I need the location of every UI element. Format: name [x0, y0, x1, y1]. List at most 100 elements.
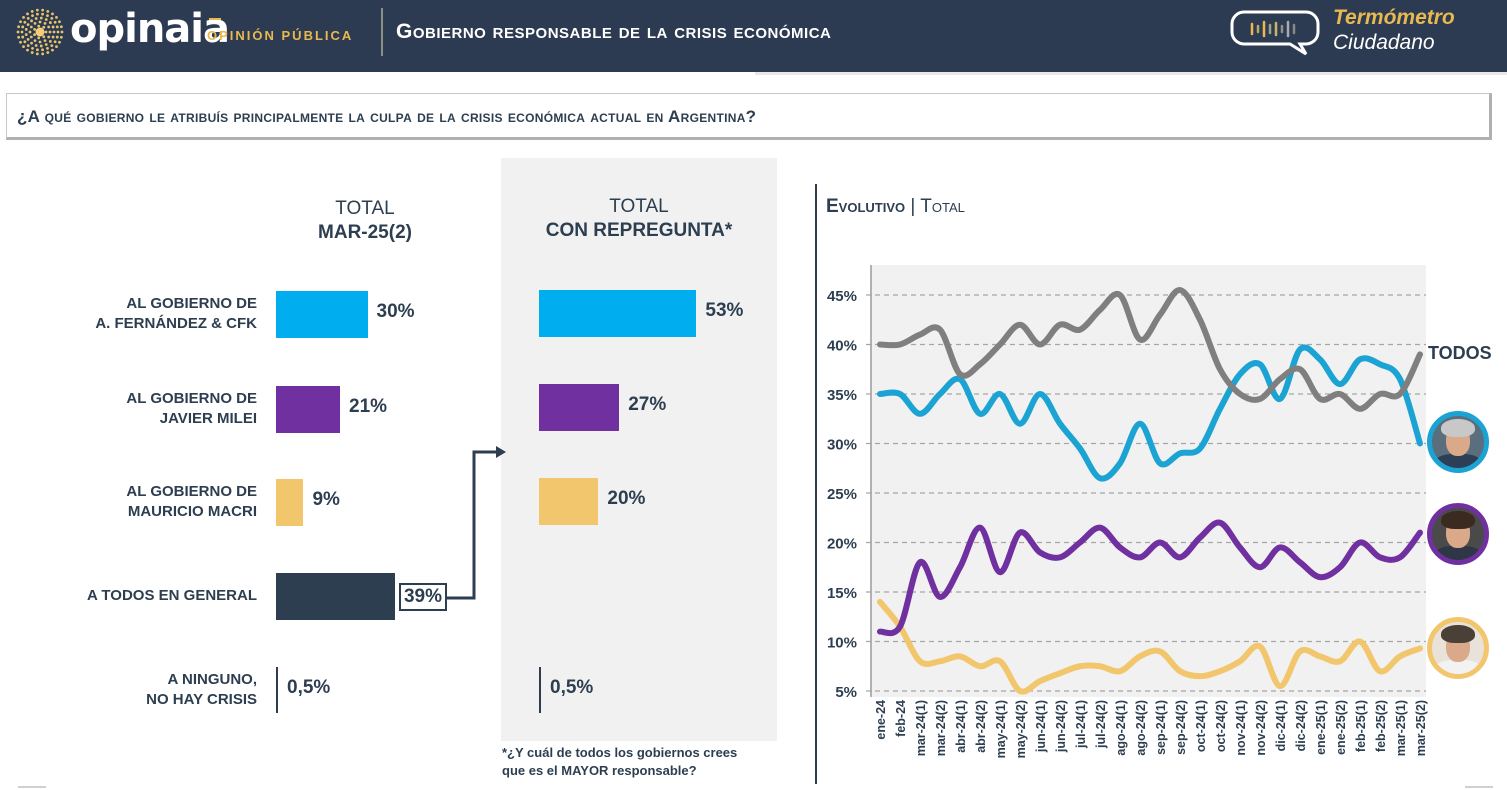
- category-label-line: A NINGUNO,: [167, 671, 257, 688]
- total-header-line2: MAR-25(2): [318, 222, 412, 243]
- series-label-todos: TODOS: [1428, 343, 1492, 363]
- dotted-sun-logo-icon: [16, 8, 64, 56]
- x-tick-label: jun-24(2): [1054, 700, 1068, 753]
- footnote-line2: que es el MAYOR responsable?: [502, 763, 697, 778]
- header: opinaia OPINIÓN PÚBLICA Gobierno respons…: [0, 0, 1507, 72]
- total-header-line1: TOTAL: [335, 198, 395, 219]
- bar-todos: [276, 573, 395, 620]
- header-divider: [381, 8, 383, 56]
- x-tick-label: jul-24(2): [1094, 700, 1108, 749]
- x-tick-label: feb-25(2): [1374, 700, 1388, 752]
- bar-macri: [276, 479, 304, 526]
- x-tick-label: nov-24(2): [1254, 700, 1268, 756]
- category-label-line: AL GOBIERNO DE: [126, 295, 257, 312]
- page-corner-mark-left: [18, 786, 46, 788]
- y-tick-label: 10%: [827, 635, 857, 652]
- question-banner: ¿A qué gobierno le atribuís principalmen…: [6, 93, 1492, 140]
- x-tick-label: abr-24(1): [954, 700, 968, 753]
- product-name-line1: Termómetro: [1333, 6, 1455, 29]
- repregunta-value-label: 20%: [607, 488, 646, 509]
- x-tick-label: feb-25(1): [1354, 700, 1368, 752]
- category-label-line: NO HAY CRISIS: [146, 691, 257, 708]
- avatar-macri: [1427, 617, 1489, 679]
- evolutivo-title: Evolutivo | Total: [826, 196, 965, 218]
- connector-arrow-icon: [446, 446, 506, 600]
- x-tick-label: mar-25(2): [1414, 700, 1428, 756]
- repregunta-panel: [501, 158, 777, 741]
- repregunta-bar-fernandez: [539, 290, 697, 337]
- x-tick-label: nov-24(1): [1234, 700, 1248, 756]
- x-tick-label: mar-25(1): [1394, 700, 1408, 756]
- repregunta-header-line2: CON REPREGUNTA*: [545, 220, 733, 241]
- bar-value-label: 9%: [312, 489, 340, 510]
- x-tick-label: ago-24(2): [1134, 700, 1148, 756]
- x-tick-label: jun-24(1): [1034, 700, 1048, 753]
- repregunta-header-line1: TOTAL: [609, 196, 669, 217]
- bar-value-label: 0,5%: [287, 677, 331, 698]
- y-tick-label: 30%: [827, 437, 857, 454]
- avatar-milei: [1427, 503, 1489, 565]
- evolutivo-title-sep: |: [910, 196, 916, 217]
- category-label: A TODOS EN GENERAL: [87, 586, 257, 606]
- y-tick-label: 40%: [827, 338, 857, 355]
- repregunta-value-label: 27%: [628, 394, 667, 415]
- category-label: AL GOBIERNO DE A. FERNÁNDEZ & CFK: [95, 294, 257, 334]
- bar-milei: [276, 386, 341, 433]
- category-label: A NINGUNO, NO HAY CRISIS: [146, 670, 257, 710]
- y-tick-label: 20%: [827, 536, 857, 553]
- x-tick-label: oct-24(2): [1214, 700, 1228, 752]
- page-corner-mark-right: [1465, 786, 1493, 788]
- category-label-line: MAURICIO MACRI: [127, 503, 257, 520]
- category-label-line: A. FERNÁNDEZ & CFK: [95, 315, 257, 332]
- total-column-header: TOTAL MAR-25(2): [290, 198, 440, 244]
- repregunta-bar-milei: [539, 384, 620, 431]
- x-tick-label: dic-24(1): [1274, 700, 1288, 751]
- repregunta-value-label: 53%: [705, 300, 744, 321]
- evolutivo-divider: [815, 184, 817, 784]
- y-tick-label: 35%: [827, 387, 857, 404]
- repregunta-bar-ninguno: [539, 667, 541, 713]
- x-tick-label: ene-25(1): [1314, 700, 1328, 755]
- brand-subtitle: OPINIÓN PÚBLICA: [207, 18, 353, 43]
- product-name-line2: Ciudadano: [1333, 31, 1435, 54]
- category-label-line: JAVIER MILEI: [159, 410, 257, 427]
- y-tick-label: 5%: [835, 684, 857, 701]
- repregunta-column-header: TOTAL CON REPREGUNTA*: [501, 196, 777, 242]
- bar-value-label: 21%: [349, 396, 388, 417]
- x-tick-label: may-24(1): [994, 700, 1008, 758]
- header-underline: [755, 72, 1507, 75]
- page-title: Gobierno responsable de la crisis económ…: [396, 20, 832, 43]
- evolutivo-title-rest: Total: [920, 196, 965, 217]
- category-label: AL GOBIERNO DE MAURICIO MACRI: [126, 482, 257, 522]
- category-label-line: AL GOBIERNO DE: [126, 390, 257, 407]
- y-tick-label: 15%: [827, 585, 857, 602]
- bar-ninguno: [276, 667, 278, 713]
- bar-value-label: 30%: [376, 301, 415, 322]
- footnote-line1: *¿Y cuál de todos los gobiernos crees: [502, 745, 738, 760]
- x-tick-label: feb-24: [894, 700, 908, 737]
- x-tick-label: ene-25(2): [1334, 700, 1348, 755]
- footnote: *¿Y cuál de todos los gobiernos crees qu…: [502, 744, 737, 780]
- x-tick-label: ago-24(1): [1114, 700, 1128, 756]
- bar-value-label: 39%: [398, 583, 447, 611]
- bar-fernandez: [276, 291, 368, 338]
- repregunta-value-label: 0,5%: [550, 677, 594, 698]
- plot-area: [871, 265, 1426, 697]
- y-tick-label: 25%: [827, 486, 857, 503]
- category-label-line: AL GOBIERNO DE: [126, 483, 257, 500]
- question-text: ¿A qué gobierno le atribuís principalmen…: [17, 107, 757, 126]
- repregunta-bar-macri: [539, 478, 599, 525]
- x-tick-label: mar-24(2): [934, 700, 948, 756]
- x-tick-label: jul-24(1): [1074, 700, 1088, 749]
- x-tick-label: dic-24(2): [1294, 700, 1308, 751]
- x-tick-label: abr-24(2): [974, 700, 988, 753]
- x-tick-label: oct-24(1): [1194, 700, 1208, 752]
- category-label-line: A TODOS EN GENERAL: [86, 587, 257, 604]
- x-tick-label: sep-24(1): [1154, 700, 1168, 755]
- speech-bubble-soundwave-icon: [1230, 10, 1320, 56]
- x-tick-label: ene-24: [874, 700, 888, 740]
- y-tick-label: 45%: [827, 288, 857, 305]
- brand-name: opinaia: [70, 6, 230, 52]
- x-tick-label: sep-24(2): [1174, 700, 1188, 755]
- x-tick-label: may-24(2): [1014, 700, 1028, 758]
